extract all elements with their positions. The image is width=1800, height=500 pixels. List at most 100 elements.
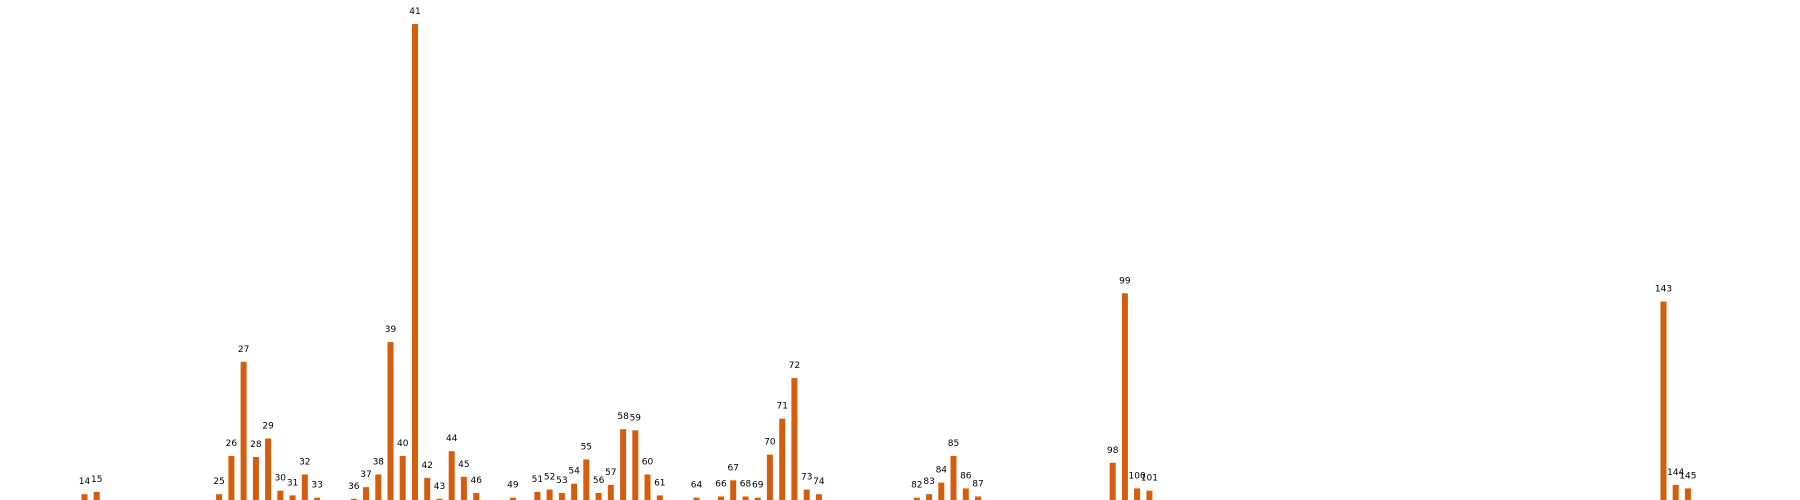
bar-label-68: 68: [740, 480, 752, 490]
bar-label-57: 57: [605, 468, 616, 478]
bar-68: [742, 496, 749, 500]
bar-57: [607, 484, 614, 500]
bar-31: [289, 495, 296, 500]
bar-54: [571, 483, 578, 500]
bar-label-39: 39: [385, 325, 397, 335]
bar-label-51: 51: [532, 475, 543, 485]
bar-71: [779, 418, 786, 500]
bar-label-60: 60: [642, 458, 654, 468]
bar-53: [558, 493, 565, 500]
bar-label-37: 37: [360, 470, 371, 480]
bar-label-72: 72: [789, 361, 800, 371]
bar-label-32: 32: [299, 458, 310, 468]
bar-66: [718, 496, 724, 500]
bar-label-26: 26: [226, 439, 238, 449]
bar-83: [926, 494, 933, 500]
bar-label-83: 83: [923, 477, 934, 487]
bar-label-41: 41: [409, 7, 420, 17]
bar-44: [448, 451, 455, 500]
bar-39: [387, 342, 394, 500]
bar-label-87: 87: [972, 480, 983, 490]
bar-99: [1121, 293, 1128, 500]
bar-41: [412, 24, 418, 500]
bar-45: [460, 476, 467, 500]
bar-label-82: 82: [911, 481, 922, 491]
bar-145: [1684, 488, 1691, 500]
bar-label-143: 143: [1655, 285, 1672, 295]
bar-label-28: 28: [250, 440, 262, 450]
bar-85: [950, 455, 957, 500]
bar-64: [693, 497, 700, 500]
bar-28: [252, 457, 259, 500]
bar-26: [228, 455, 235, 500]
bar-32: [301, 474, 308, 500]
bar-label-71: 71: [776, 402, 787, 412]
bar-42: [424, 477, 431, 500]
bar-label-64: 64: [691, 481, 703, 491]
bar-33: [314, 497, 321, 500]
bar-87: [975, 496, 981, 500]
bar-55: [583, 459, 590, 500]
bar-56: [595, 493, 602, 500]
bar-67: [730, 480, 737, 500]
bar-label-99: 99: [1119, 276, 1131, 286]
bar-label-43: 43: [434, 482, 445, 492]
bar-25: [216, 494, 223, 500]
bar-label-14: 14: [79, 477, 91, 487]
bar-label-144: 144: [1667, 468, 1684, 478]
bar-label-49: 49: [507, 481, 519, 491]
bar-label-44: 44: [446, 434, 458, 444]
bar-43: [436, 498, 443, 500]
bar-label-67: 67: [727, 463, 738, 473]
bar-58: [620, 429, 627, 500]
bar-label-45: 45: [458, 460, 469, 470]
bar-101: [1146, 490, 1153, 500]
bar-143: [1660, 301, 1667, 500]
bar-51: [534, 491, 541, 500]
bar-label-86: 86: [960, 471, 972, 481]
bar-label-58: 58: [617, 412, 629, 422]
bar-label-30: 30: [275, 474, 287, 484]
bar-59: [632, 430, 639, 500]
bar-label-54: 54: [568, 467, 580, 477]
bar-label-145: 145: [1679, 471, 1696, 481]
bar-38: [375, 474, 382, 500]
bar-72: [791, 378, 798, 500]
bar-label-42: 42: [421, 461, 432, 471]
bar-label-52: 52: [544, 473, 555, 483]
bar-144: [1672, 484, 1679, 500]
bar-label-74: 74: [813, 477, 825, 487]
bar-label-84: 84: [936, 466, 948, 476]
bar-61: [656, 495, 663, 500]
bar-label-46: 46: [470, 476, 482, 486]
bar-46: [473, 493, 480, 500]
bar-73: [803, 489, 810, 500]
bar-100: [1134, 488, 1141, 500]
bar-label-31: 31: [287, 478, 298, 488]
bar-74: [815, 494, 822, 500]
bar-52: [546, 489, 553, 500]
bar-label-100: 100: [1129, 471, 1146, 481]
bar-98: [1109, 462, 1116, 500]
bar-36: [350, 498, 357, 500]
bar-label-59: 59: [630, 413, 642, 423]
bar-82: [913, 497, 920, 500]
bar-label-69: 69: [752, 481, 764, 491]
bar-label-85: 85: [948, 439, 959, 449]
bar-label-98: 98: [1107, 446, 1119, 456]
bar-30: [277, 490, 284, 500]
bar-14: [81, 494, 88, 500]
bar-label-101: 101: [1141, 474, 1158, 484]
bar-label-53: 53: [556, 476, 567, 486]
bar-label-56: 56: [593, 476, 605, 486]
bar-40: [399, 455, 406, 500]
bar-label-25: 25: [213, 477, 224, 487]
bar-70: [766, 454, 773, 500]
bar-60: [644, 474, 651, 500]
bar-label-29: 29: [262, 422, 274, 432]
bar-label-61: 61: [654, 478, 665, 488]
bar-27: [240, 361, 247, 500]
bars-group: [81, 24, 1691, 500]
bar-label-70: 70: [764, 438, 776, 448]
